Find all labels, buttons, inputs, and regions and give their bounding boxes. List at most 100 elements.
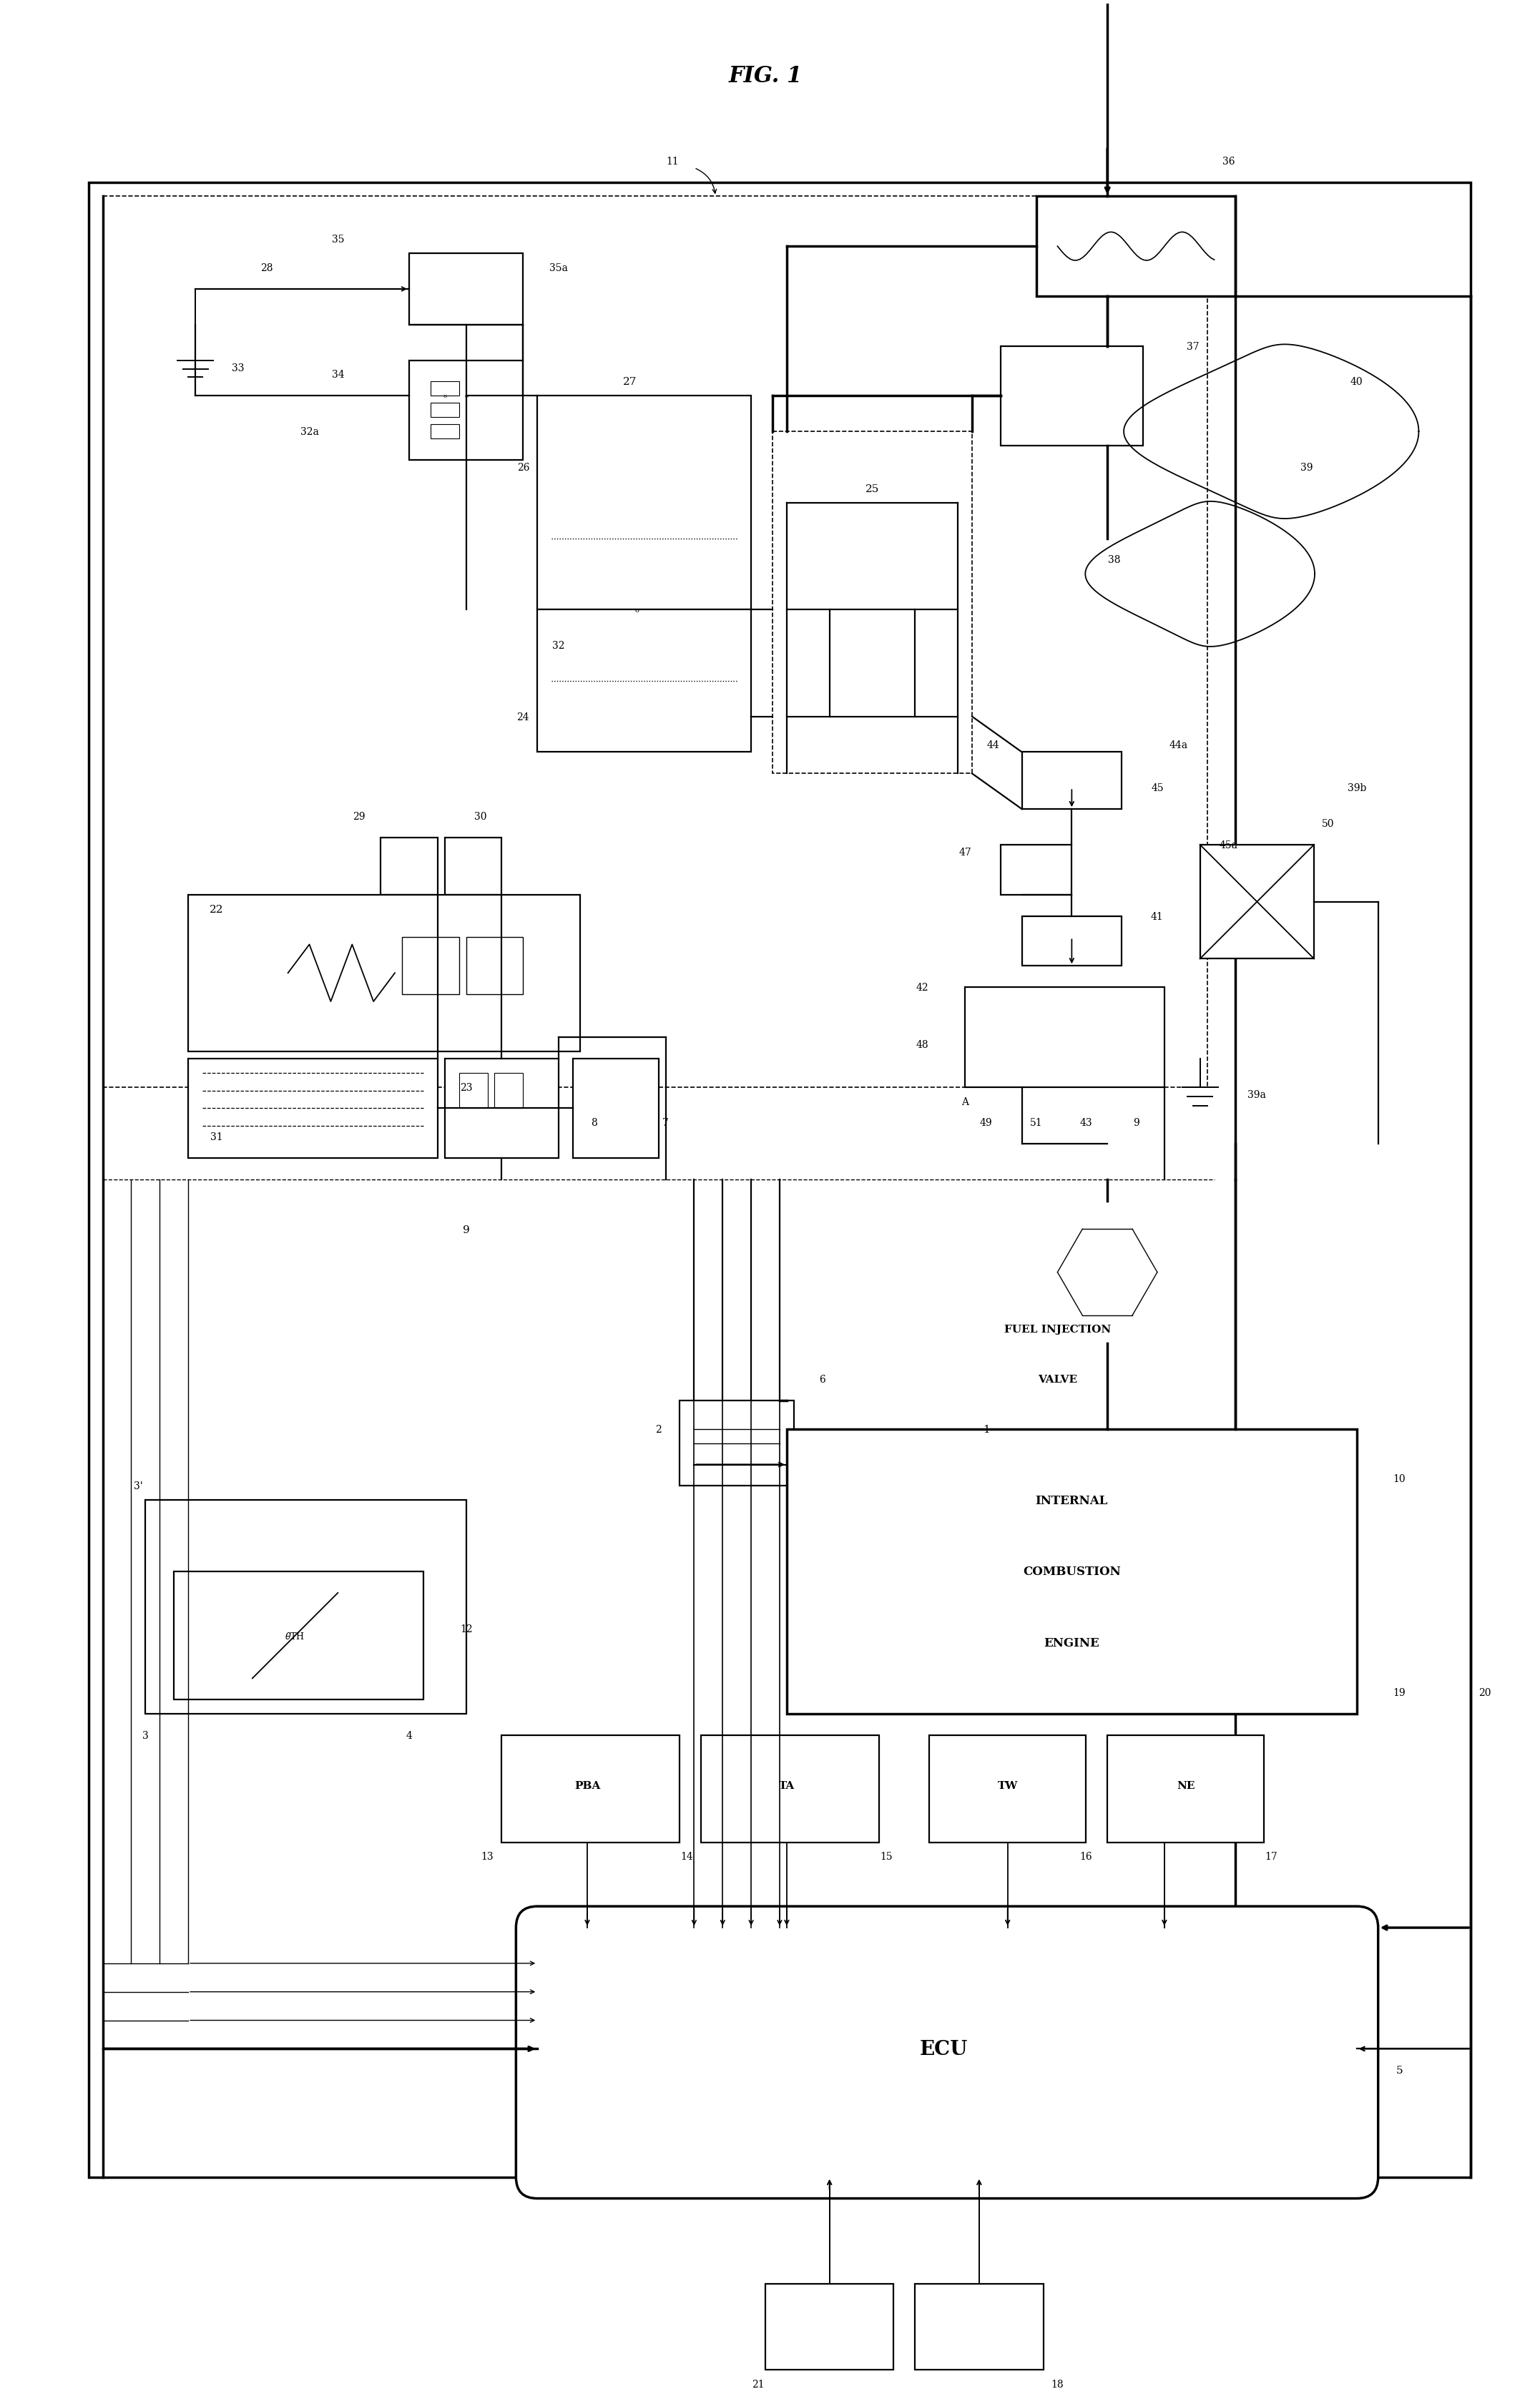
Bar	[787, 1430, 1357, 1715]
Text: 18: 18	[1052, 2380, 1064, 2389]
Bar	[929, 1734, 1086, 1842]
Text: TW: TW	[998, 1780, 1018, 1790]
Text: 35a: 35a	[550, 264, 568, 273]
Text: 48: 48	[916, 1039, 929, 1051]
Text: 36: 36	[1223, 156, 1235, 166]
Bar	[494, 1072, 524, 1108]
Text: 35: 35	[331, 235, 343, 245]
Bar	[467, 938, 524, 996]
Text: 9: 9	[462, 1226, 470, 1235]
Bar	[402, 938, 459, 996]
Bar	[174, 1571, 424, 1701]
Text: FIG. 1: FIG. 1	[728, 65, 802, 86]
Text: 39a: 39a	[1247, 1089, 1266, 1099]
Text: 21: 21	[752, 2380, 764, 2389]
Bar	[431, 425, 459, 439]
Text: 51: 51	[1030, 1118, 1043, 1128]
Text: TA: TA	[779, 1780, 795, 1790]
Text: 5: 5	[1397, 2066, 1403, 2075]
Bar	[1001, 345, 1143, 446]
Text: NE: NE	[1177, 1780, 1195, 1790]
Bar	[573, 1058, 659, 1159]
Bar	[773, 432, 972, 775]
Text: A: A	[961, 1096, 969, 1106]
Text: 19: 19	[1394, 1689, 1406, 1698]
Bar	[410, 360, 524, 461]
Bar	[765, 2284, 893, 2370]
Bar	[459, 1072, 488, 1108]
Text: 27: 27	[624, 377, 638, 386]
Bar	[537, 396, 752, 609]
Bar	[1036, 197, 1235, 297]
Text: 44: 44	[987, 741, 999, 751]
Bar	[431, 381, 459, 396]
Text: FUEL INJECTION: FUEL INJECTION	[1004, 1324, 1110, 1334]
Bar	[1023, 916, 1121, 967]
Text: 44a: 44a	[1169, 741, 1187, 751]
Text: 20: 20	[1478, 1689, 1491, 1698]
Text: 14: 14	[681, 1852, 693, 1862]
Bar	[431, 403, 459, 417]
Text: o: o	[444, 393, 447, 398]
Text: 26: 26	[517, 463, 530, 473]
Text: 45: 45	[1150, 782, 1164, 794]
Text: 50: 50	[1321, 818, 1335, 828]
Text: ENGINE: ENGINE	[1044, 1636, 1100, 1648]
Bar	[1200, 844, 1314, 960]
Text: 3: 3	[142, 1730, 149, 1742]
Text: 10: 10	[1394, 1473, 1406, 1485]
Bar	[701, 1734, 879, 1842]
Bar	[966, 988, 1164, 1087]
Bar	[537, 609, 752, 753]
Text: 40: 40	[1351, 377, 1363, 386]
Text: 45a: 45a	[1220, 840, 1238, 849]
Text: 7: 7	[662, 1118, 668, 1128]
Bar	[188, 1058, 437, 1159]
Text: 32: 32	[553, 641, 565, 650]
Text: VALVE: VALVE	[1038, 1375, 1076, 1384]
Bar	[915, 2284, 1043, 2370]
Bar	[1107, 1734, 1264, 1842]
Bar	[679, 1401, 793, 1487]
Text: 37: 37	[1187, 341, 1200, 353]
Text: 42: 42	[916, 984, 929, 993]
Text: PBA: PBA	[574, 1780, 601, 1790]
Text: COMBUSTION: COMBUSTION	[1023, 1567, 1121, 1579]
Text: INTERNAL: INTERNAL	[1035, 1495, 1107, 1507]
Bar	[1001, 844, 1072, 895]
Text: 47: 47	[958, 847, 972, 856]
Text: 9: 9	[1133, 1118, 1140, 1128]
Text: 30: 30	[474, 811, 487, 820]
Text: 1: 1	[983, 1425, 990, 1435]
Text: 39: 39	[1301, 463, 1314, 473]
Text: 3': 3'	[134, 1480, 143, 1492]
FancyBboxPatch shape	[516, 1907, 1378, 2197]
Bar	[188, 895, 581, 1051]
Text: 28: 28	[260, 264, 273, 273]
Text: 22: 22	[209, 904, 223, 914]
Bar	[1023, 753, 1121, 808]
Text: 11: 11	[667, 156, 679, 166]
Text: 24: 24	[517, 713, 530, 722]
Bar	[502, 1734, 679, 1842]
Text: 49: 49	[979, 1118, 993, 1128]
Text: 16: 16	[1080, 1852, 1092, 1862]
Text: 23: 23	[460, 1082, 473, 1092]
Bar	[445, 1058, 559, 1159]
Text: 29: 29	[353, 811, 365, 820]
Text: 33: 33	[233, 362, 245, 372]
Text: 2: 2	[656, 1425, 662, 1435]
Text: 13: 13	[480, 1852, 494, 1862]
Text: ECU: ECU	[919, 2039, 967, 2058]
Text: 39b: 39b	[1348, 782, 1366, 794]
Text: o: o	[634, 607, 639, 614]
Bar	[445, 837, 502, 895]
Text: 25: 25	[865, 485, 879, 494]
Text: o: o	[465, 393, 468, 398]
Bar	[88, 182, 1471, 2178]
Bar	[103, 197, 1207, 1087]
Text: 8: 8	[591, 1118, 598, 1128]
Text: 38: 38	[1109, 554, 1121, 566]
Text: 41: 41	[1150, 912, 1164, 921]
Text: 6: 6	[819, 1375, 825, 1384]
